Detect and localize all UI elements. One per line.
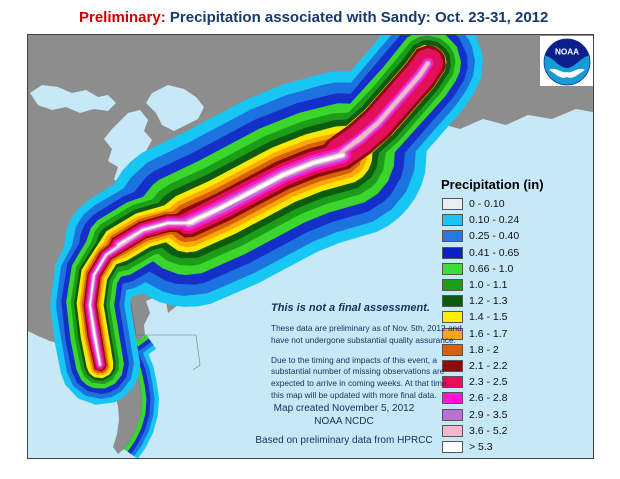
svg-text:NOAA: NOAA xyxy=(555,48,579,57)
